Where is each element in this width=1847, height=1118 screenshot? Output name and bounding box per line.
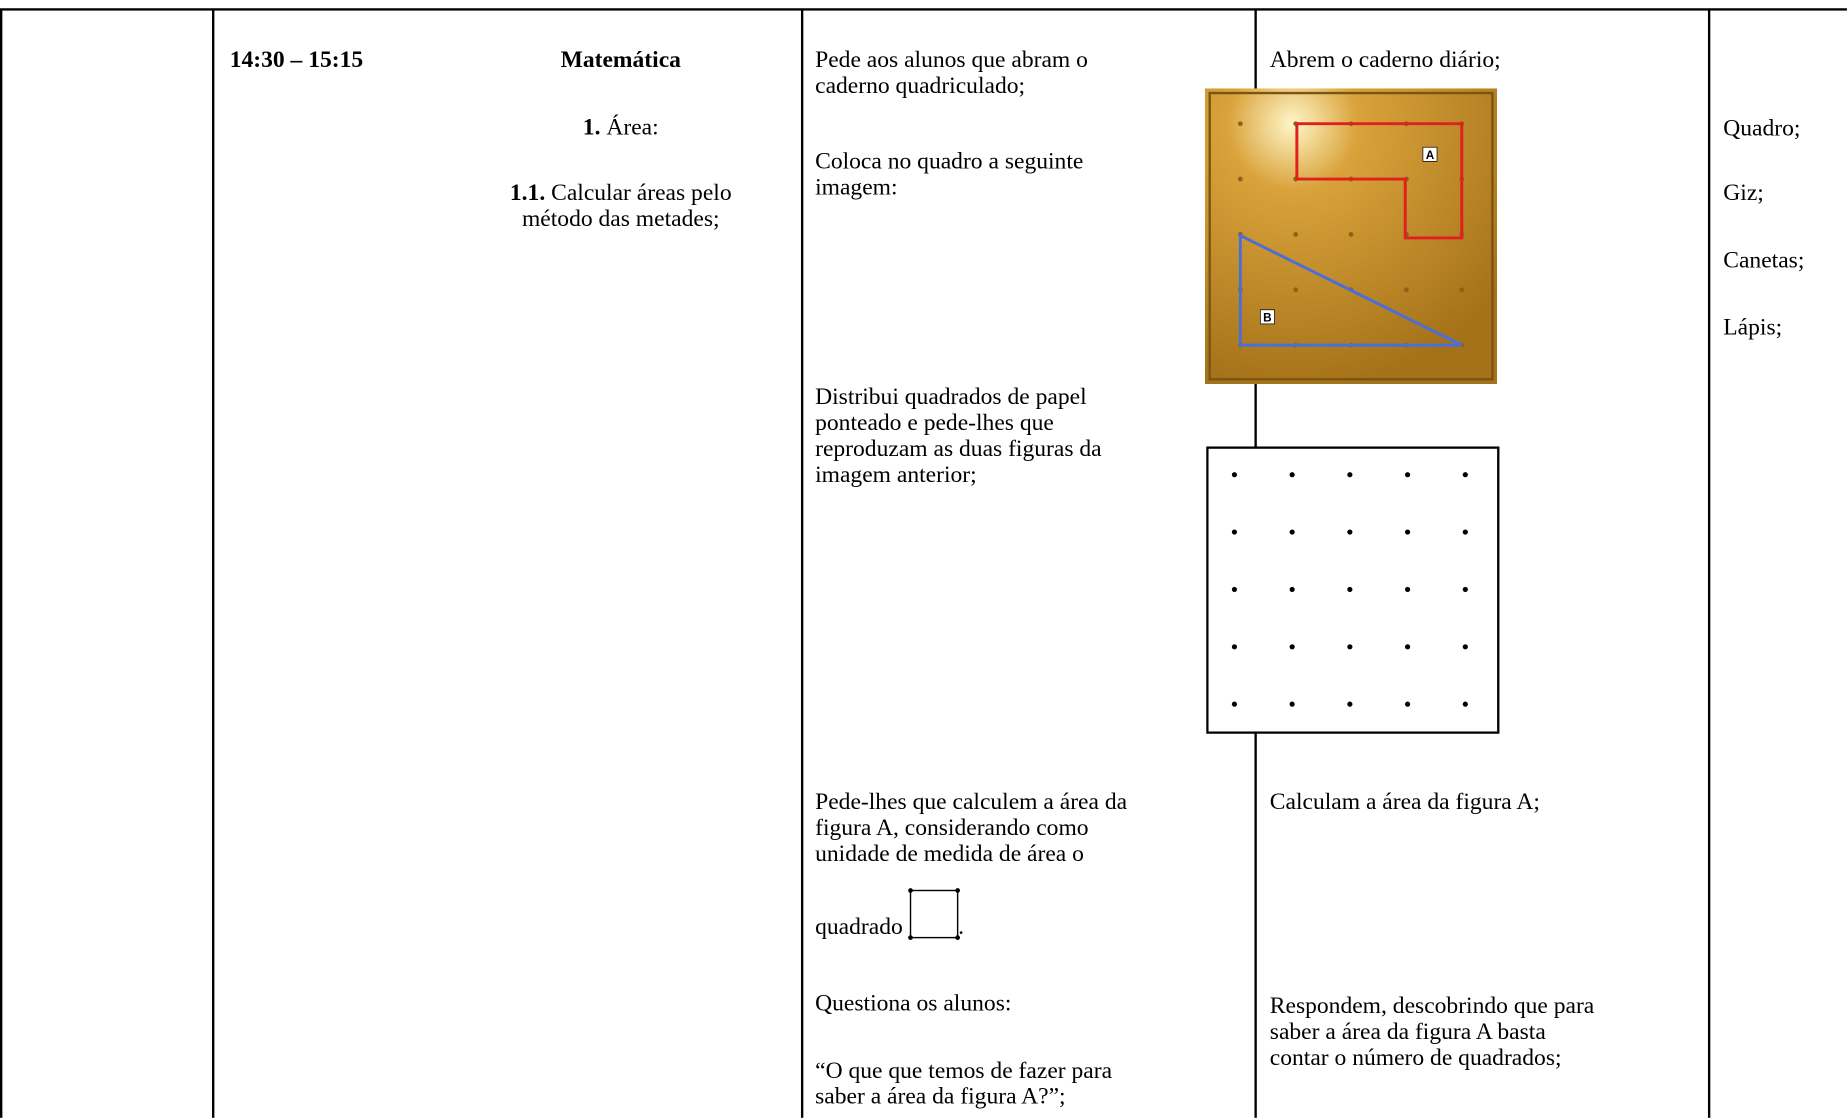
teacher-step: quadrado . [815, 883, 964, 940]
material: Canetas; [1723, 247, 1805, 274]
dot [1462, 701, 1468, 707]
peg [1459, 287, 1465, 293]
text-line: ponteado e pede-lhes que [815, 409, 1054, 436]
dot [1462, 586, 1468, 593]
student-step: Calculam a área da figura A; [1270, 789, 1540, 815]
peg [1237, 176, 1243, 182]
topic-number: 1. [582, 114, 601, 141]
dot [1289, 472, 1295, 478]
topic-text: Área: [606, 114, 659, 141]
dot [1462, 529, 1468, 535]
text-line: Distribui quadrados de papel [815, 383, 1087, 410]
dot [1289, 529, 1295, 535]
teacher-step: Coloca no quadro a seguinte imagem: [815, 148, 1083, 200]
dot [1347, 586, 1353, 593]
geoboard-image: A B [1204, 88, 1498, 384]
dot [1231, 644, 1238, 650]
figure-label: A [1426, 149, 1435, 162]
column-border [0, 9, 2, 1118]
text-line: saber a área da figura A?”; [815, 1083, 1066, 1110]
figure-label: B [1263, 312, 1272, 325]
column-border [800, 9, 803, 1118]
text-line: figura A, considerando como [815, 815, 1089, 842]
peg [1404, 287, 1409, 293]
text-line: saber a área da figura A basta [1269, 1018, 1546, 1045]
dot [1462, 472, 1468, 478]
teacher-step: “O que que temos de fazer para saber a ár… [815, 1058, 1112, 1110]
table-top-border [0, 8, 1847, 11]
column-border [1707, 9, 1710, 1118]
text-line: caderno quadriculado; [815, 73, 1026, 99]
text-line: reproduzam as duas figuras da [815, 435, 1102, 462]
dot [1231, 472, 1238, 478]
text-line: imagem anterior; [815, 461, 977, 488]
dot [1231, 529, 1238, 535]
unit-square-icon [908, 888, 961, 940]
teacher-step: Pede-lhes que calculem a área da figura A… [815, 789, 1127, 867]
dot [1289, 644, 1295, 650]
material: Quadro; [1723, 115, 1801, 142]
dot [1404, 701, 1411, 707]
dot [1289, 586, 1295, 593]
time: 14:30 – 15:15 [229, 47, 364, 74]
subtopic-text: Calcular áreas pelo [551, 180, 732, 207]
dot [1347, 644, 1353, 650]
text-line: Pede aos alunos que abram o [815, 47, 1088, 74]
peg [1293, 232, 1299, 237]
text-line: Questiona os alunos: [815, 990, 1012, 1017]
dot [1347, 701, 1353, 707]
dot [1404, 644, 1411, 650]
subtopic-line: 1.1. Calcular áreas pelo [510, 180, 732, 206]
dot [1289, 701, 1295, 707]
subtopic-number: 1.1. [509, 180, 546, 207]
text-line: Respondem, descobrindo que para [1269, 992, 1595, 1019]
teacher-step: Pede aos alunos que abram o caderno quadr… [815, 47, 1088, 99]
column-border [212, 9, 214, 1118]
material: Giz; [1723, 180, 1764, 207]
dot [1231, 701, 1238, 707]
text-line: Abrem o caderno diário; [1269, 47, 1501, 74]
dot [1347, 472, 1353, 478]
subtopic: 1.1. Calcular áreas pelo método das meta… [510, 180, 732, 232]
subject: Matemática [560, 47, 681, 74]
text-line: Pede-lhes que calculem a área da [815, 789, 1128, 816]
student-step: Abrem o caderno diário; [1270, 47, 1501, 73]
text-line: Calculam a área da figura A; [1269, 789, 1540, 816]
text-line: “O que que temos de fazer para [815, 1057, 1113, 1084]
dot [1347, 529, 1353, 535]
dot [1462, 644, 1468, 650]
teacher-step: Questiona os alunos: [815, 991, 1011, 1017]
peg [1293, 287, 1299, 293]
text-line: contar o número de quadrados; [1269, 1044, 1562, 1071]
teacher-step: Distribui quadrados de papel ponteado e p… [815, 384, 1102, 488]
dot [1404, 472, 1411, 478]
dot [1404, 586, 1411, 593]
topic: 1. Área: [583, 114, 659, 140]
student-step: Respondem, descobrindo que para saber a á… [1270, 993, 1594, 1071]
subtopic-line: método das metades; [521, 206, 720, 233]
text-line: imagem: [815, 174, 898, 201]
text: . [958, 914, 965, 940]
text: quadrado [815, 914, 903, 940]
peg [1348, 232, 1354, 237]
text-line: Coloca no quadro a seguinte [815, 148, 1084, 175]
dotted-paper [1206, 446, 1500, 734]
text-line: unidade de medida de área o [815, 841, 1084, 867]
material: Lápis; [1723, 314, 1783, 341]
dot [1231, 586, 1238, 593]
peg [1237, 121, 1243, 127]
dot [1404, 529, 1411, 535]
